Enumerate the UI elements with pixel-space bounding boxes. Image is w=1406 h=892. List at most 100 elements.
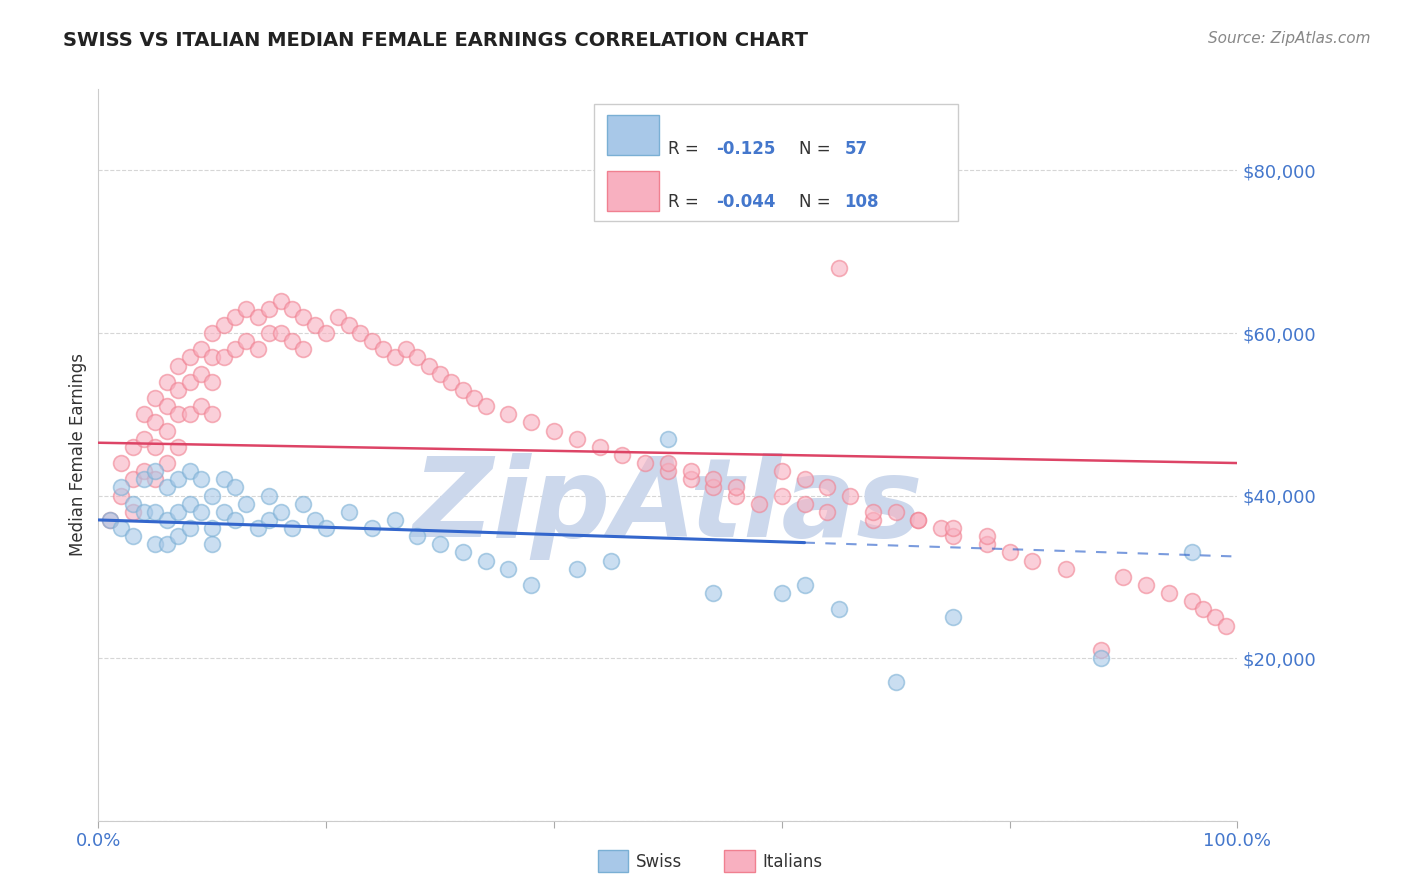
Point [201,521,224,535]
Point [315,326,337,340]
Point [156,456,179,470]
Point [612,448,634,462]
Point [190,505,212,519]
Point [1181,594,1204,608]
Point [679,464,702,478]
Point [121,497,143,511]
Point [212,505,235,519]
Text: Swiss: Swiss [636,853,682,871]
Point [156,480,179,494]
Text: -0.125: -0.125 [716,140,775,158]
Point [212,351,235,365]
Point [156,513,179,527]
Point [384,513,406,527]
Point [121,472,143,486]
Point [292,310,315,324]
Point [748,497,770,511]
Point [463,391,485,405]
Point [121,529,143,543]
Point [1215,618,1237,632]
Point [862,513,884,527]
Point [406,529,429,543]
Point [156,375,179,389]
Point [828,260,851,275]
Point [121,440,143,454]
Point [179,521,201,535]
Point [224,343,246,357]
FancyBboxPatch shape [724,850,755,872]
Point [1021,553,1043,567]
Point [395,343,418,357]
Point [657,432,679,446]
Point [657,456,679,470]
Point [1112,570,1135,584]
Point [600,553,623,567]
Point [167,407,190,421]
Text: R =: R = [668,193,704,211]
Point [679,472,702,486]
Point [259,326,281,340]
Point [1157,586,1180,600]
Point [235,334,257,348]
Point [270,293,292,308]
Point [132,407,155,421]
Point [145,464,167,478]
Point [270,505,292,519]
Point [1135,578,1157,592]
Point [190,472,212,486]
Point [201,375,224,389]
Point [1204,610,1226,624]
Point [156,537,179,551]
Point [976,537,998,551]
Point [884,505,907,519]
Point [304,318,326,332]
Point [1090,643,1112,657]
Point [145,391,167,405]
Point [440,375,463,389]
Point [942,529,965,543]
Y-axis label: Median Female Earnings: Median Female Earnings [69,353,87,557]
Point [793,497,815,511]
Point [145,472,167,486]
Point [1181,545,1204,559]
Point [132,505,155,519]
Point [132,472,155,486]
Point [360,521,382,535]
Point [657,464,679,478]
Point [246,521,269,535]
Point [634,456,657,470]
Point [212,318,235,332]
Point [167,383,190,397]
Point [565,432,588,446]
Text: SWISS VS ITALIAN MEDIAN FEMALE EARNINGS CORRELATION CHART: SWISS VS ITALIAN MEDIAN FEMALE EARNINGS … [63,31,808,50]
Point [702,586,724,600]
Point [167,440,190,454]
Point [907,513,929,527]
Point [725,480,748,494]
Point [110,456,132,470]
Point [281,301,304,316]
Point [179,375,201,389]
Point [770,489,793,503]
Point [190,399,212,413]
Point [235,301,257,316]
Point [179,407,201,421]
Point [588,440,610,454]
Point [259,489,281,503]
Point [132,432,155,446]
Point [98,513,121,527]
Point [201,326,224,340]
Point [1054,562,1078,576]
Point [337,505,360,519]
Point [907,513,929,527]
Point [156,424,179,438]
Point [474,399,496,413]
Point [304,513,326,527]
Point [179,464,201,478]
Point [998,545,1021,559]
Point [520,416,543,430]
Point [1090,651,1112,665]
Point [110,521,132,535]
Point [259,513,281,527]
Point [702,480,724,494]
